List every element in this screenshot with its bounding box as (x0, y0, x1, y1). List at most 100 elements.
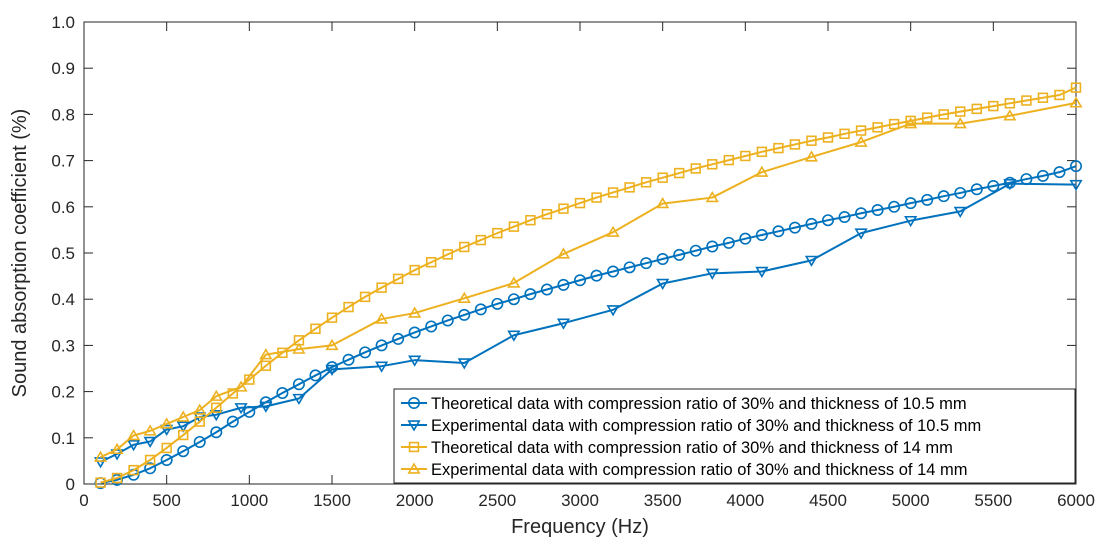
data-point (359, 291, 371, 303)
series-line (100, 165, 1077, 485)
data-point (93, 450, 108, 462)
data-point (234, 380, 248, 392)
data-point (556, 318, 571, 330)
x-tick-label: 5500 (974, 491, 1012, 510)
data-point (342, 353, 355, 366)
data-point (804, 255, 819, 267)
data-point (690, 163, 701, 174)
series-line (100, 86, 1077, 484)
data-point (176, 421, 190, 433)
data-point (937, 190, 950, 203)
data-point (425, 257, 437, 268)
data-point (838, 210, 851, 223)
data-point (210, 426, 223, 439)
plot-series (93, 82, 1083, 490)
data-point (706, 240, 719, 253)
data-point (375, 312, 389, 324)
data-point (408, 306, 422, 318)
y-tick-label: 0.1 (51, 429, 75, 448)
data-point (144, 462, 157, 475)
data-point (325, 364, 339, 376)
data-point (276, 386, 289, 399)
data-point (392, 273, 404, 285)
legend-marker (407, 396, 420, 409)
data-point (376, 282, 387, 293)
data-point (540, 283, 553, 296)
data-point (640, 257, 653, 270)
data-point (325, 361, 338, 374)
data-point (160, 453, 173, 466)
data-point (507, 293, 520, 306)
data-point (606, 305, 620, 317)
legend-entry: Experimental data with compression ratio… (401, 461, 968, 479)
y-tick-label: 0 (66, 475, 75, 494)
series-4 (93, 96, 1083, 462)
x-tick-label: 5000 (892, 491, 930, 510)
y-tick-label: 0.5 (51, 244, 75, 263)
x-tick-label: 4500 (809, 491, 847, 510)
x-axis-title: Frequency (Hz) (511, 516, 649, 538)
data-point (541, 208, 553, 220)
data-point (773, 142, 784, 154)
data-point (623, 261, 636, 274)
data-point (953, 117, 967, 129)
y-tick-label: 0.3 (51, 336, 75, 355)
data-point (457, 291, 471, 303)
data-point (1021, 95, 1032, 106)
data-point (110, 442, 124, 455)
data-point (854, 135, 868, 147)
data-point (755, 266, 769, 278)
series-line (100, 101, 1077, 459)
legend: Theoretical data with compression ratio … (393, 388, 1076, 484)
data-point (128, 464, 139, 476)
data-point (656, 197, 670, 209)
x-tick-label: 4000 (726, 491, 764, 510)
data-point (756, 146, 768, 158)
data-point (161, 442, 172, 454)
legend-marker (408, 441, 420, 453)
y-tick-label: 0.7 (51, 152, 75, 171)
data-point (871, 204, 884, 217)
data-point (888, 118, 900, 130)
data-point (176, 410, 190, 422)
data-point (292, 378, 305, 391)
data-point (160, 424, 174, 437)
data-point (970, 183, 983, 196)
data-point (459, 241, 470, 253)
data-point (193, 403, 207, 415)
data-point (839, 128, 850, 140)
data-point (127, 428, 141, 441)
data-point (1003, 179, 1017, 191)
data-point (259, 348, 273, 360)
legend-entry: Theoretical data with compression ratio … (401, 395, 967, 413)
data-point (806, 135, 817, 146)
data-point (325, 338, 339, 351)
data-point (1070, 160, 1083, 173)
data-point (723, 154, 735, 166)
legend-box (393, 388, 1076, 484)
data-point (525, 214, 536, 226)
x-tick-label: 1500 (313, 491, 351, 510)
data-point (194, 416, 205, 427)
data-point (260, 360, 272, 371)
series-3 (95, 82, 1082, 488)
data-point (656, 253, 669, 266)
x-tick-label: 2000 (396, 491, 434, 510)
data-point (855, 207, 868, 220)
data-point (392, 332, 405, 345)
data-point (904, 197, 917, 210)
data-point (143, 436, 157, 449)
data-point (127, 440, 141, 452)
data-point (921, 193, 934, 206)
data-point (854, 228, 868, 240)
x-tick-label: 2500 (478, 491, 516, 510)
data-point (211, 402, 222, 413)
data-point (1070, 82, 1082, 93)
legend-entry: Theoretical data with compression ratio … (401, 439, 953, 457)
data-point (606, 225, 620, 237)
data-point (310, 323, 321, 334)
data-point (1053, 166, 1066, 179)
legend-label: Theoretical data with compression ratio … (431, 439, 953, 457)
data-point (624, 182, 635, 193)
